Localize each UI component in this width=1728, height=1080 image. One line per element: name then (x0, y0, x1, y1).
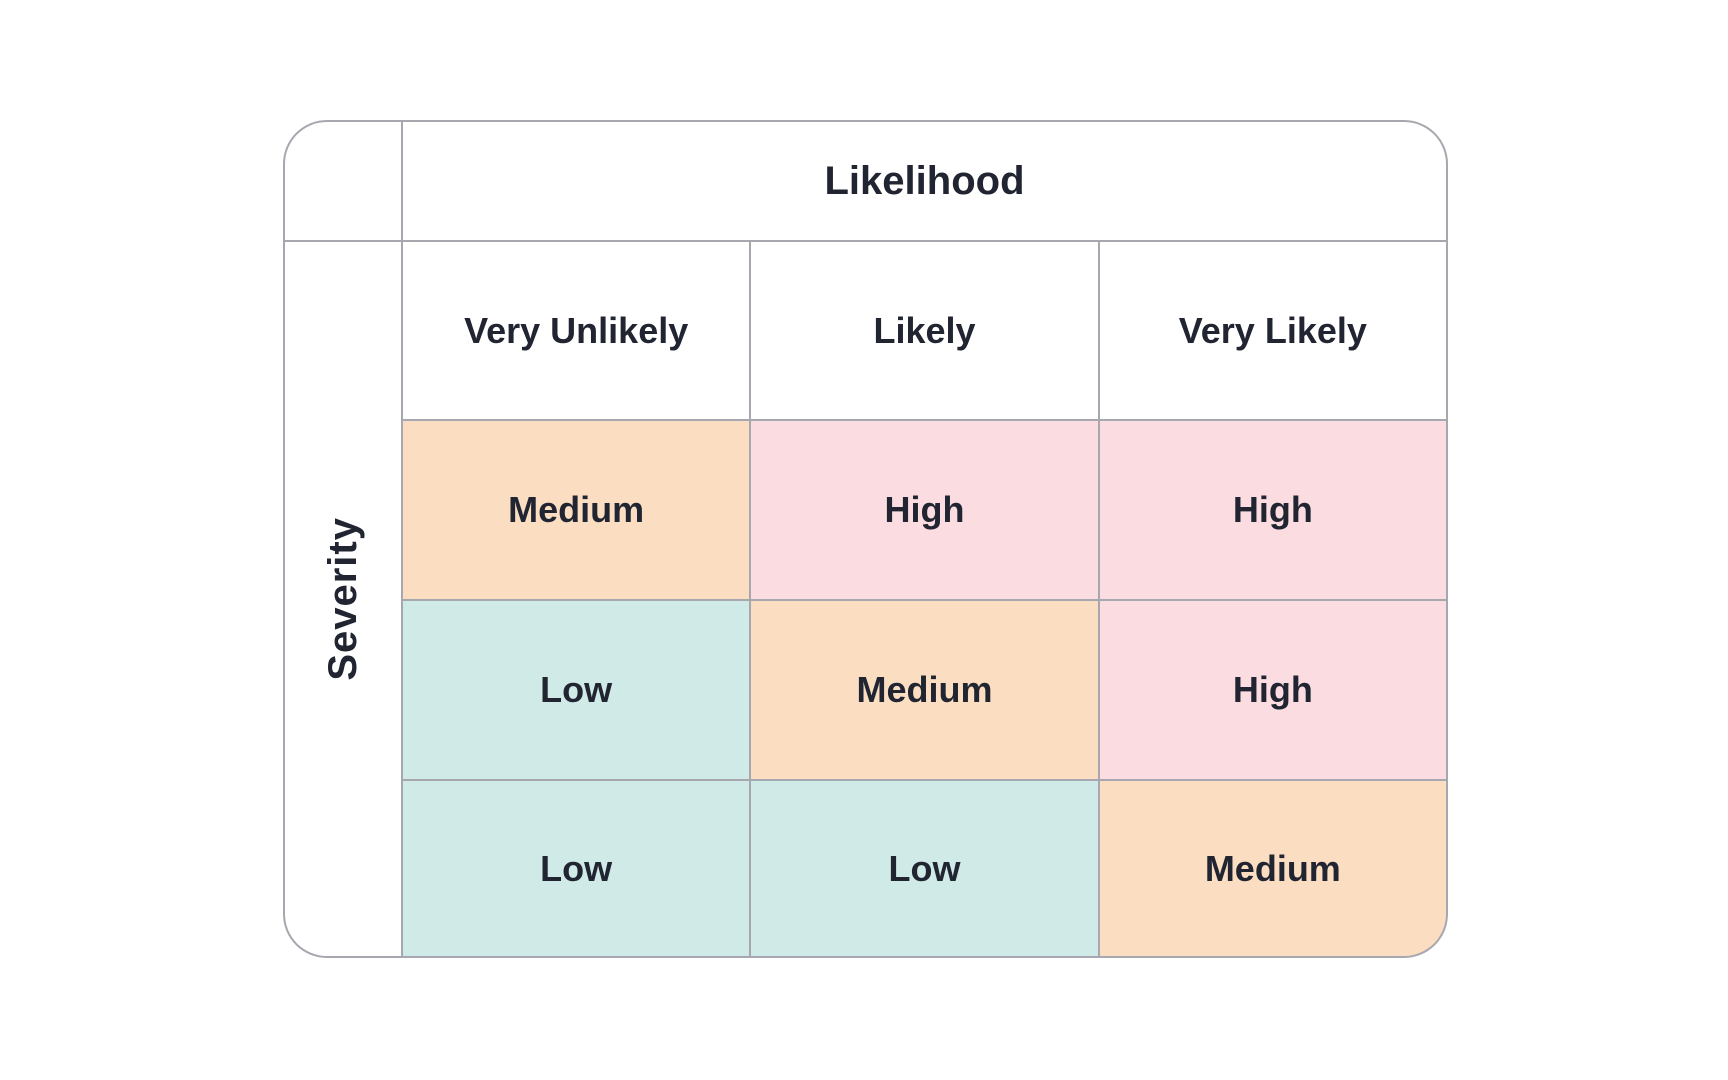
risk-cell-row3-likely: Low (751, 781, 1098, 956)
risk-cell-row1-very-likely: High (1099, 421, 1446, 599)
severity-axis-label: Severity (320, 517, 365, 681)
likelihood-axis-header: Likelihood (403, 122, 1446, 240)
column-header-likely: Likely (751, 242, 1098, 419)
risk-cell-row2-very-likely: High (1099, 601, 1446, 779)
risk-cell-row3-very-likely: Medium (1099, 781, 1446, 956)
risk-matrix-table: Likelihood Severity Very Unlikely Likely… (283, 120, 1448, 958)
risk-cell-row2-very-unlikely: Low (403, 601, 750, 779)
risk-cell-row1-very-unlikely: Medium (403, 421, 750, 599)
risk-cell-row2-likely: Medium (751, 601, 1098, 779)
column-header-very-unlikely: Very Unlikely (403, 242, 750, 419)
risk-cell-row1-likely: High (751, 421, 1098, 599)
corner-cell (285, 122, 401, 240)
risk-cell-row3-very-unlikely: Low (403, 781, 750, 956)
severity-axis-header: Severity (285, 242, 401, 956)
column-header-very-likely: Very Likely (1099, 242, 1446, 419)
